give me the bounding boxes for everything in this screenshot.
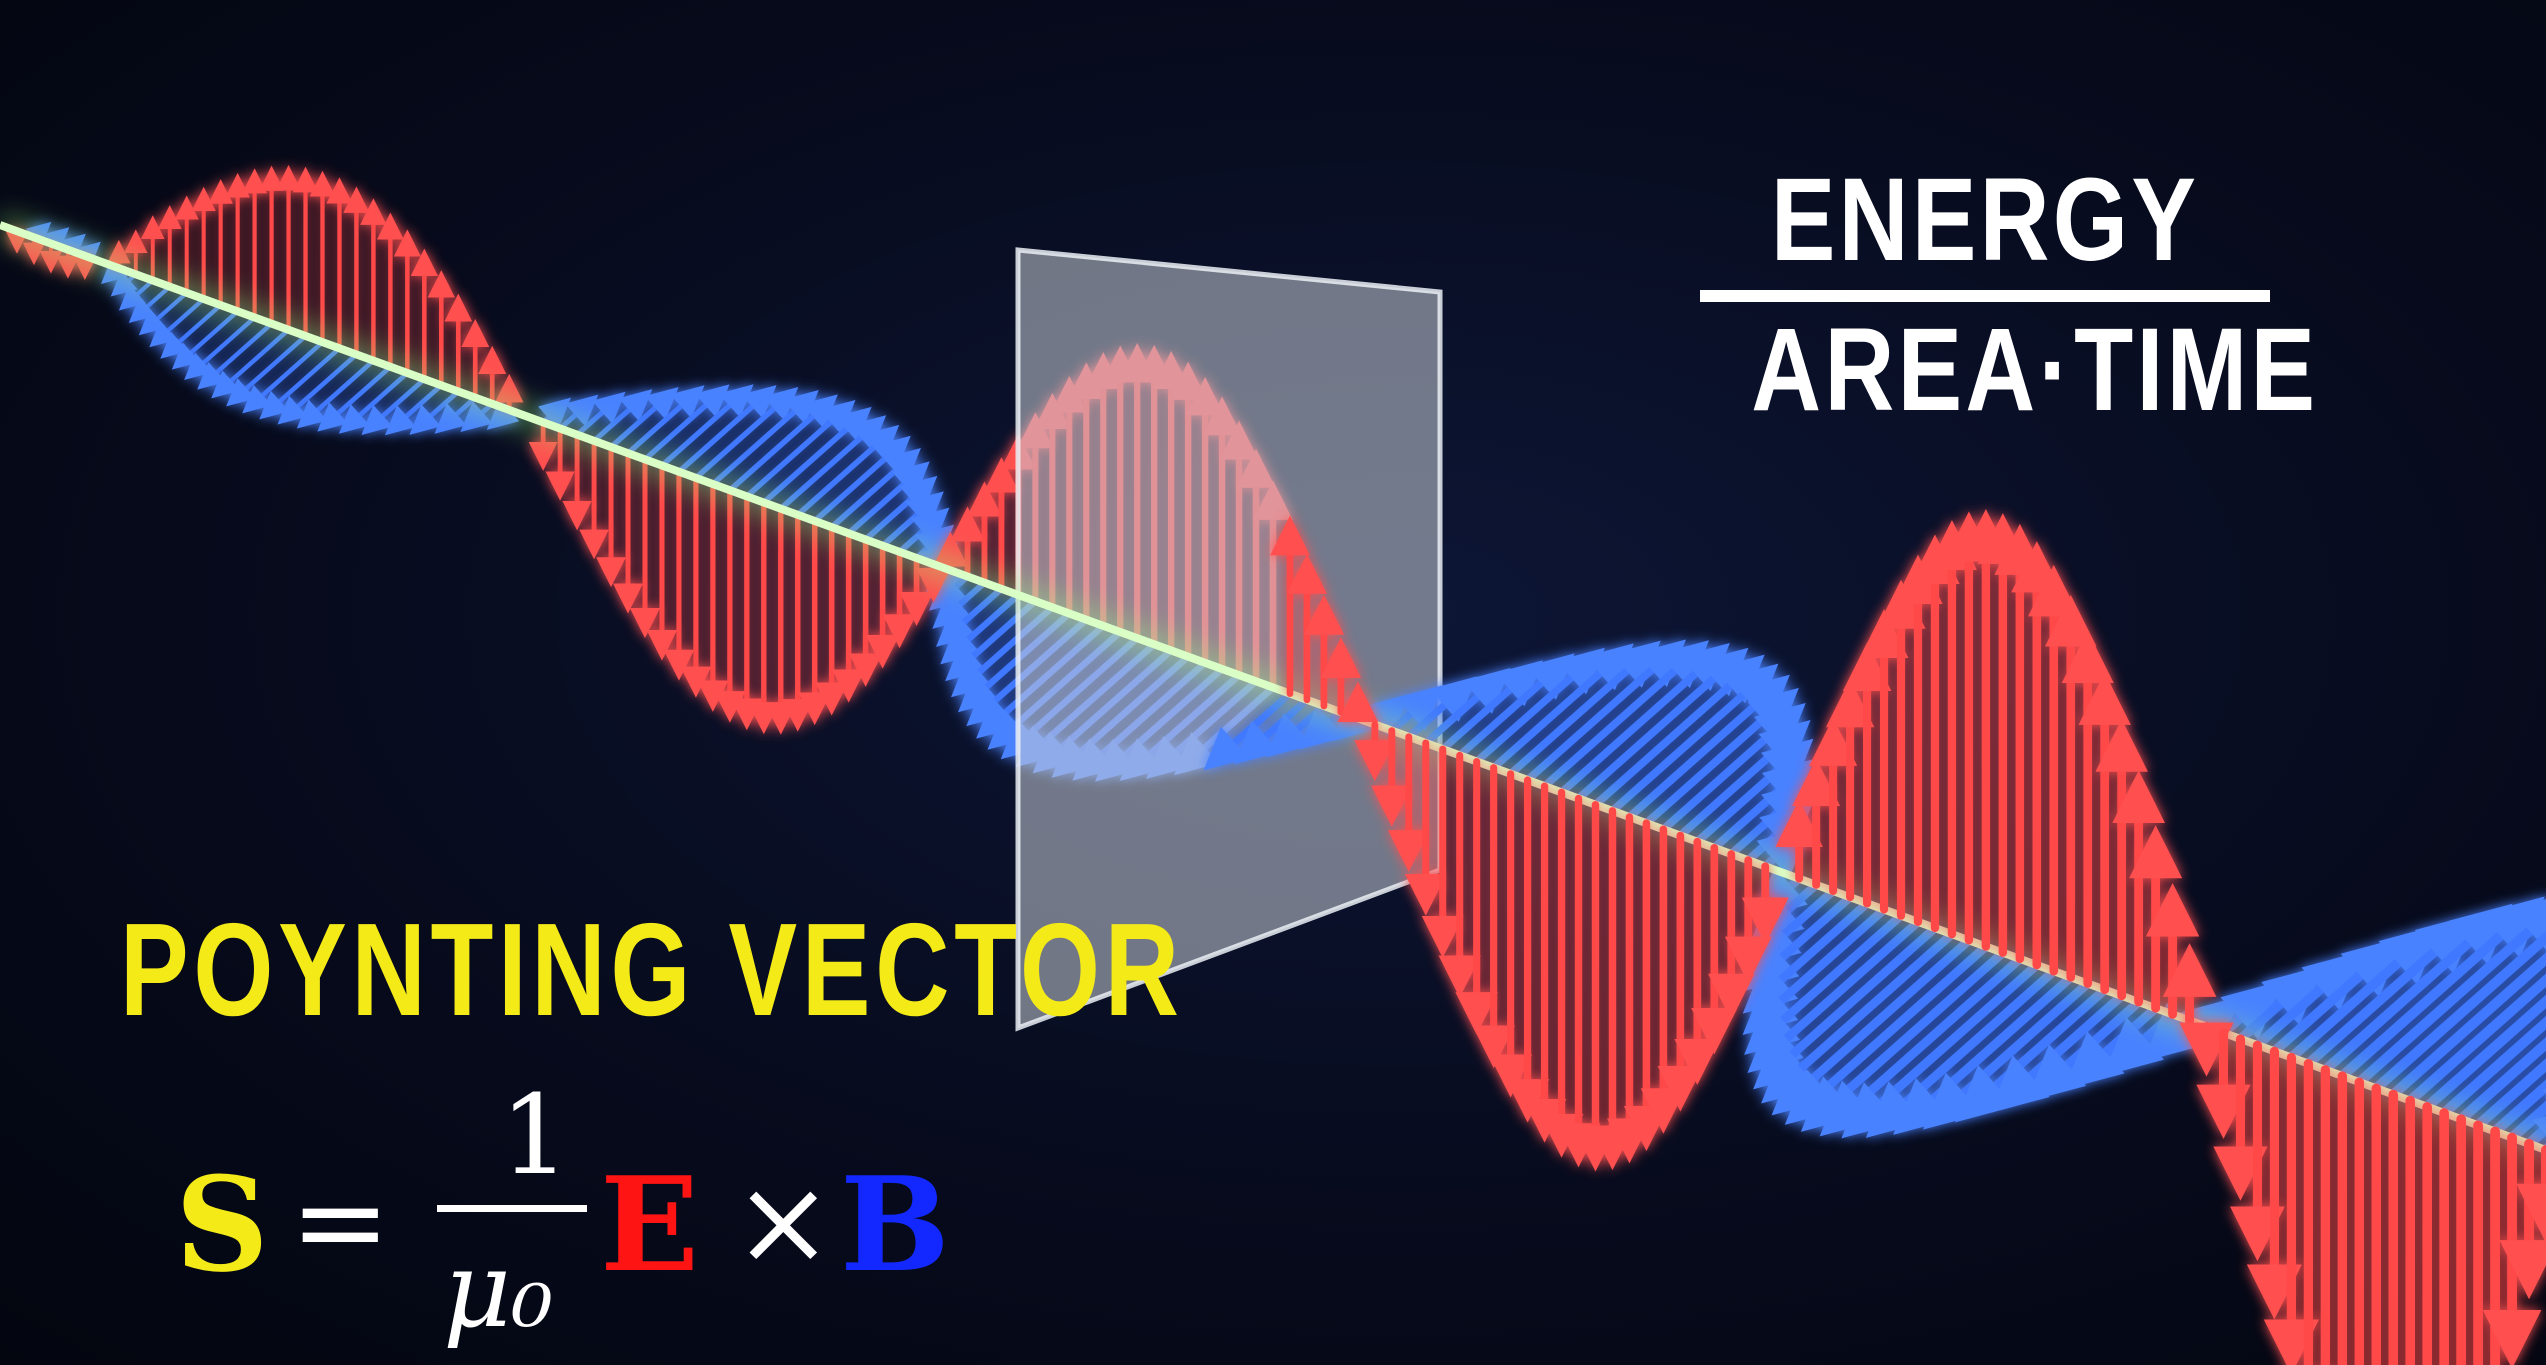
magnetic-field-arrow [1506, 640, 1661, 778]
magnetic-field-arrow [1771, 935, 1974, 1116]
symbol-e: E [600, 1148, 700, 1301]
magnetic-field-arrow [1439, 660, 1543, 753]
magnetic-field-arrow [811, 435, 911, 524]
symbol-equals: = [290, 1153, 391, 1292]
magnetic-field-arrow [1608, 663, 1779, 815]
magnetic-field-arrow [1642, 687, 1799, 828]
magnetic-field-arrow [1744, 911, 1906, 1055]
magnetic-field-arrow [1865, 966, 2059, 1138]
magnetic-field-arrow [2489, 1079, 2546, 1137]
energy-per-area-time-fraction: ENERGY AREA·TIME [1700, 154, 2319, 436]
magnetic-field-arrow [940, 591, 1022, 665]
magnetic-field-arrow [2303, 913, 2479, 1069]
magnetic-field-arrow [1747, 917, 1923, 1074]
magnetic-field-arrow [760, 406, 872, 506]
fraction-denominator: μ₀ [443, 1229, 554, 1351]
magnetic-field-arrow [2472, 1058, 2546, 1131]
magnetic-field-arrow [2354, 891, 2546, 1088]
magnetic-field-arrow [2269, 936, 2404, 1057]
magnetic-field-arrow [211, 327, 291, 399]
magnetic-field-arrow [1742, 905, 1889, 1035]
formula-fraction-bar [437, 1205, 587, 1212]
symbol-s: S [175, 1148, 269, 1301]
magnetic-field-arrow [642, 384, 730, 463]
electric-field-near [1270, 509, 2546, 1365]
magnetic-field-arrow [2405, 973, 2546, 1106]
magnetic-field-arrow [1557, 642, 1730, 797]
magnetic-field-arrow [1489, 643, 1634, 772]
magnetic-field-arrow [1591, 654, 1765, 809]
energy-numerator: ENERGY [1770, 154, 2200, 286]
magnetic-field-arrow [777, 415, 887, 512]
magnetic-field-arrow [1625, 674, 1790, 821]
fraction-numerator: 1 [500, 1071, 570, 1199]
magnetic-field-arrow [1693, 738, 1814, 846]
fraction-bar [1700, 290, 2270, 302]
magnetic-field-arrow [2506, 1100, 2546, 1143]
magnetic-field-arrow [2252, 950, 2364, 1050]
magnetic-field-arrow [2371, 889, 2546, 1094]
magnetic-field-arrow [1784, 942, 1991, 1125]
magnetic-field-arrow [1753, 923, 1940, 1090]
magnetic-field-arrow [2439, 1015, 2546, 1119]
magnetic-field-arrow [693, 386, 799, 481]
magnetic-field-arrow [1422, 667, 1511, 747]
magnetic-field-arrow [794, 424, 900, 518]
magnetic-field-arrow [2422, 994, 2546, 1112]
magnetic-field-arrow [659, 384, 754, 469]
magnetic-field-arrow [2320, 903, 2513, 1075]
magnetic-field-arrow [184, 315, 257, 381]
magnetic-field-arrow [226, 333, 308, 407]
symbol-b: B [840, 1148, 950, 1301]
magnetic-field-arrow [1540, 640, 1710, 791]
magnetic-field-arrow [1574, 647, 1749, 803]
symbol-times: × [733, 1153, 834, 1292]
magnetic-field-arrow [1659, 703, 1806, 834]
magnetic-field-arrow [2337, 896, 2545, 1081]
magnetic-field-arrow [625, 385, 705, 456]
magnetic-field-arrow [676, 385, 777, 475]
poynting-vector-label: POYNTING VECTOR [120, 896, 1184, 1043]
magnetic-field-arrow [2388, 952, 2546, 1100]
magnetic-field-arrow [1455, 653, 1575, 760]
poynting-formula: S = 1 μ₀ E × B [175, 1071, 975, 1360]
magnetic-field-arrow [197, 321, 274, 390]
magnetic-field-arrow [828, 448, 921, 531]
magnetic-field-arrow [2286, 924, 2442, 1063]
magnetic-field-arrow [744, 399, 856, 500]
magnetic-field-arrow [727, 394, 838, 493]
magnetic-field-arrow [710, 390, 819, 487]
magnetic-field-arrow [1523, 639, 1686, 784]
magnetic-field-arrow [1744, 892, 1855, 992]
magnetic-field-arrow [1742, 899, 1872, 1014]
magnetic-field-arrow [2456, 1037, 2546, 1125]
energy-denominator: AREA·TIME [1751, 304, 2319, 436]
magnetic-field-arrow [1472, 647, 1605, 766]
magnetic-field-arrow [1761, 929, 1957, 1104]
